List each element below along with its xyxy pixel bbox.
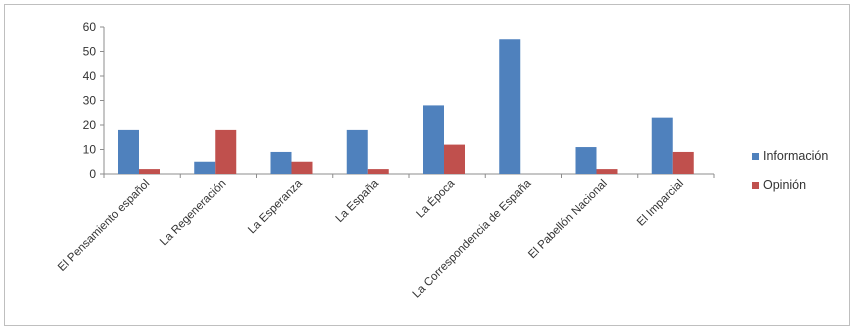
bar-informacion (346, 129, 368, 174)
x-tick-label: El Pabellón Nacional (526, 178, 610, 262)
bar-informacion (194, 161, 216, 174)
legend-swatch (752, 182, 759, 189)
bar-opinion (139, 169, 160, 174)
legend-label: Opinión (763, 178, 806, 192)
bar-informacion (499, 39, 521, 174)
x-tick-label: El Pensamiento español (56, 178, 152, 274)
x-tick-label: La Época (414, 177, 458, 221)
y-tick-label: 10 (83, 143, 97, 157)
legend-swatch (752, 153, 759, 160)
bar-opinion (672, 151, 694, 174)
legend-label: Información (763, 149, 828, 163)
bar-opinion (291, 161, 313, 174)
x-tick-label: La Regeneración (158, 178, 228, 248)
bar-opinion (367, 169, 389, 174)
y-tick-label: 40 (83, 69, 97, 83)
bar-opinion (596, 169, 618, 174)
bar-informacion (270, 151, 292, 174)
bar-opinion (444, 144, 465, 174)
y-tick-label: 0 (89, 167, 96, 181)
bar-informacion (423, 105, 444, 174)
x-tick-label: La Correspondencia de España (411, 177, 534, 300)
y-tick-label: 30 (83, 94, 97, 108)
y-tick-label: 20 (83, 118, 97, 132)
x-tick-label: El Imparcial (635, 178, 686, 229)
bar-informacion (651, 117, 673, 174)
axes (100, 26, 715, 178)
y-tick-label: 60 (83, 20, 97, 34)
y-tick-label: 50 (83, 45, 97, 59)
bar-informacion (118, 129, 139, 174)
bars (118, 39, 694, 174)
bar-opinion (215, 129, 237, 174)
legend: Información Opinión (752, 149, 828, 192)
bar-informacion (575, 147, 597, 174)
x-tick-label: La España (334, 177, 382, 225)
x-tick-label: La Esperanza (246, 177, 305, 236)
